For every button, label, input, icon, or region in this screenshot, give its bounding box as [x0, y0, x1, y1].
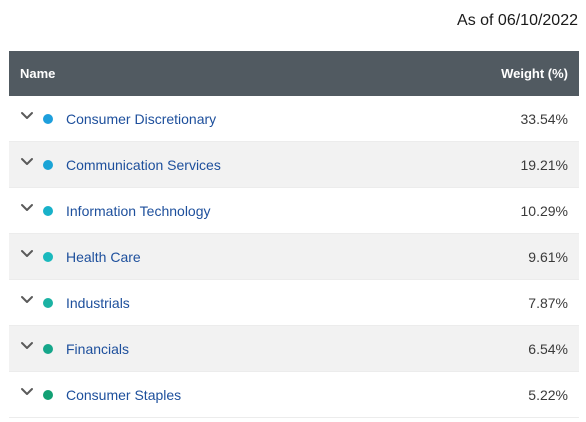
header-weight: Weight (%): [501, 66, 568, 81]
sector-weight: 7.87%: [528, 294, 568, 311]
as-of-date: As of 06/10/2022: [457, 12, 578, 29]
color-dot-icon: [43, 251, 53, 262]
table-row[interactable]: Industrials 7.87%: [9, 280, 579, 326]
table-row[interactable]: Consumer Discretionary 33.54%: [9, 96, 579, 142]
chevron-down-icon[interactable]: [19, 107, 35, 123]
sector-name[interactable]: Financials: [66, 340, 130, 357]
chevron-down-icon[interactable]: [19, 245, 35, 261]
table-row[interactable]: Health Care 9.61%: [9, 234, 579, 280]
table-row[interactable]: Consumer Staples 5.22%: [9, 372, 579, 418]
sector-weights-table: Name Weight (%) Consumer Discretionary 3…: [9, 51, 579, 418]
sector-weight: 10.29%: [520, 202, 568, 219]
chevron-down-icon[interactable]: [19, 199, 35, 215]
color-dot-icon: [43, 389, 53, 400]
sector-weight: 33.54%: [520, 110, 568, 127]
header-name: Name: [20, 66, 56, 81]
sector-weight: 19.21%: [520, 156, 568, 173]
sector-name[interactable]: Information Technology: [66, 202, 211, 219]
chevron-down-icon[interactable]: [19, 337, 35, 353]
sector-name[interactable]: Communication Services: [66, 156, 221, 173]
color-dot-icon: [43, 205, 53, 216]
color-dot-icon: [43, 297, 53, 308]
chevron-down-icon[interactable]: [19, 153, 35, 169]
color-dot-icon: [43, 113, 53, 124]
sector-weight: 6.54%: [528, 340, 568, 357]
sector-name[interactable]: Consumer Staples: [66, 386, 182, 403]
table-row[interactable]: Information Technology 10.29%: [9, 188, 579, 234]
chevron-down-icon[interactable]: [19, 383, 35, 399]
sector-name[interactable]: Industrials: [66, 294, 130, 311]
chevron-down-icon[interactable]: [19, 291, 35, 307]
sector-weight: 5.22%: [528, 386, 568, 403]
color-dot-icon: [43, 159, 53, 170]
sector-weight: 9.61%: [528, 248, 568, 265]
sector-name[interactable]: Health Care: [66, 248, 141, 265]
color-dot-icon: [43, 343, 53, 354]
table-row[interactable]: Communication Services 19.21%: [9, 142, 579, 188]
sector-name[interactable]: Consumer Discretionary: [66, 110, 217, 127]
table-header: Name Weight (%): [9, 51, 579, 96]
table-row[interactable]: Financials 6.54%: [9, 326, 579, 372]
